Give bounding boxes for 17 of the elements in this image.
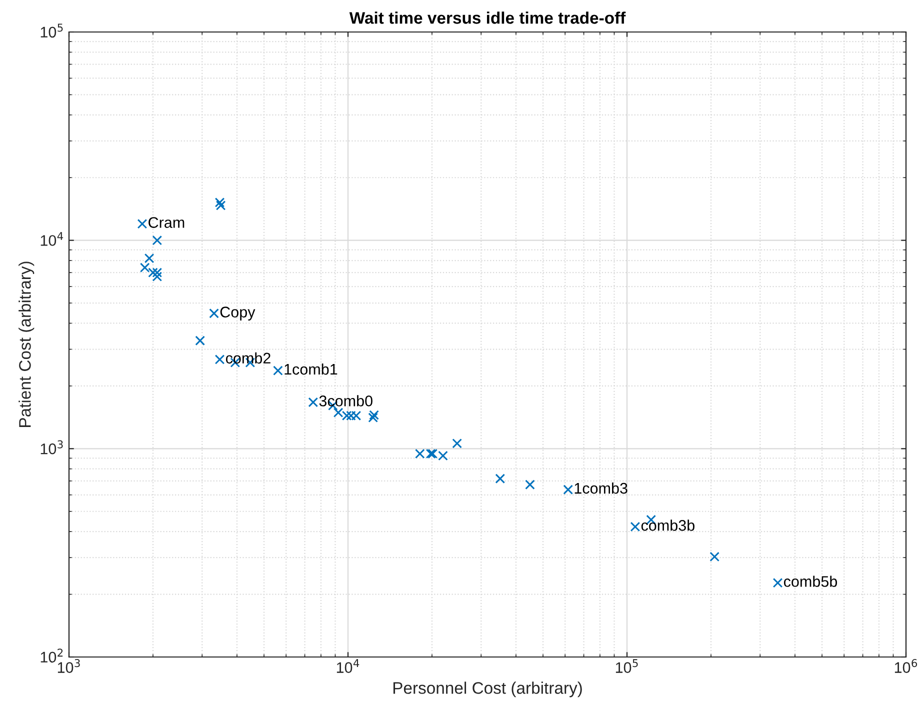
annotation: comb2: [226, 352, 270, 364]
x-tick-label: 10$^{4}$: [336, 659, 360, 673]
x-tick-label: 10$^{6}$: [894, 659, 918, 673]
chart-title: Wait time versus idle time trade-off: [349, 12, 626, 24]
x-axis-title: Personnel Cost (arbitrary): [393, 682, 582, 698]
annotation: 3comb0: [319, 395, 372, 406]
y-tick-label: 10$^{4}$: [40, 232, 64, 246]
annotation: Copy: [220, 306, 256, 321]
annotation: Cram: [148, 217, 184, 228]
annotation: 1comb1: [284, 363, 338, 375]
x-tick-label: 10$^{5}$: [616, 659, 638, 673]
annotation: comb5b: [784, 576, 838, 587]
annotation: comb3b: [641, 520, 694, 531]
y-axis-title: Patient Cost (arbitrary): [18, 262, 34, 427]
y-tick-label: 10$^{5}$: [40, 24, 63, 38]
annotation: 1comb3: [574, 482, 628, 494]
y-tick-label: 10$^{3}$: [40, 440, 63, 454]
